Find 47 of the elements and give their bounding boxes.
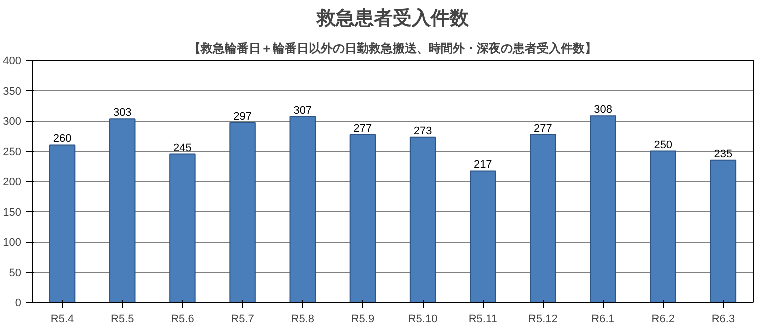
data-label: 260	[53, 133, 72, 146]
data-label: 277	[354, 122, 372, 135]
x-tick-label: R5.10	[408, 314, 438, 326]
y-tick-label: 350	[3, 86, 22, 98]
x-tick-label: R6.3	[712, 314, 736, 326]
x-tick-label: R5.11	[468, 314, 498, 326]
data-label: 250	[654, 139, 673, 152]
y-tick-label: 50	[9, 267, 22, 280]
bar	[590, 116, 616, 302]
data-label: 235	[714, 148, 733, 160]
data-label: 297	[234, 110, 252, 123]
x-tick-label: R5.6	[171, 314, 194, 326]
x-tick-label: R5.9	[351, 314, 375, 326]
y-tick-label: 300	[3, 116, 22, 128]
data-label: 303	[113, 107, 132, 120]
y-tick-label: 250	[3, 146, 22, 158]
data-label: 307	[294, 104, 312, 117]
x-tick-label: R5.4	[50, 314, 74, 326]
bar	[170, 154, 196, 302]
y-tick-label: 400	[3, 56, 22, 68]
data-label: 273	[414, 125, 432, 138]
bar	[530, 134, 556, 302]
y-tick-label: 0	[15, 298, 22, 310]
x-tick-label: R5.12	[528, 314, 558, 326]
bar	[710, 160, 737, 302]
bar	[230, 122, 256, 302]
bar	[350, 134, 376, 302]
y-tick-label: 100	[3, 237, 22, 249]
data-label: 245	[174, 142, 192, 154]
x-tick-label: R5.8	[291, 314, 315, 326]
data-label: 277	[534, 122, 552, 135]
data-label: 308	[594, 104, 612, 116]
y-tick-label: 200	[3, 176, 22, 188]
bar	[470, 170, 496, 302]
bar	[49, 144, 76, 302]
chart-title: 救急患者受入件数	[316, 8, 470, 30]
x-tick-label: R5.7	[231, 314, 254, 326]
y-tick-label: 150	[3, 206, 22, 219]
x-tick-label: R6.1	[592, 314, 615, 326]
bar	[650, 150, 676, 302]
x-tick-label: R6.2	[652, 314, 676, 326]
chart-subtitle: 【救急輪番日＋輪番日以外の日勤救急搬送、時間外・深夜の患者受入件数】	[189, 42, 597, 56]
x-tick-label: R5.5	[111, 314, 134, 326]
bar	[290, 116, 316, 302]
bar	[410, 136, 436, 302]
bar	[110, 118, 136, 302]
data-label: 217	[474, 159, 492, 172]
